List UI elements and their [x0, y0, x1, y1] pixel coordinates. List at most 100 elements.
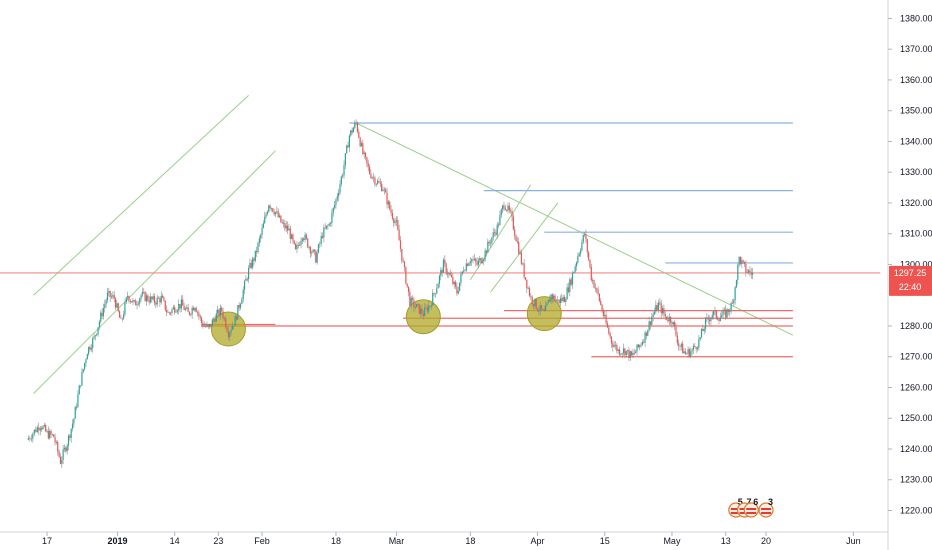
candle-body	[562, 296, 564, 301]
candle-body	[454, 281, 457, 287]
candle-body	[342, 175, 344, 177]
candle-body	[639, 345, 641, 348]
candle-body	[293, 240, 295, 244]
trendline-4[interactable]	[490, 202, 559, 293]
candle-body	[148, 300, 150, 303]
candle-body	[248, 268, 250, 280]
candle-body	[29, 438, 31, 439]
candle-body	[432, 293, 434, 306]
x-tick-label: Mar	[389, 536, 405, 546]
candle-body	[371, 177, 373, 179]
candle-body	[493, 232, 496, 234]
candle-body	[511, 211, 513, 217]
candle-body	[43, 425, 45, 427]
candle-body	[608, 327, 610, 334]
trendline-1[interactable]	[33, 150, 276, 394]
candle-body	[445, 263, 447, 273]
candle-body	[633, 352, 635, 354]
candle-body	[319, 243, 321, 245]
candle-body	[605, 314, 607, 324]
candle-body	[561, 298, 563, 301]
candle-body	[359, 137, 361, 147]
candle-body	[67, 435, 70, 446]
candle-body	[683, 351, 685, 354]
trendline-2[interactable]	[355, 122, 794, 336]
candle-body	[157, 297, 160, 299]
candle-body	[719, 317, 721, 321]
candle-body	[297, 245, 299, 246]
candle-body	[475, 258, 477, 262]
candle-body	[206, 325, 208, 327]
candle-body	[652, 314, 654, 317]
candle-body	[214, 319, 216, 322]
candle-body	[288, 228, 290, 231]
candle-body	[327, 225, 329, 227]
trendline-0[interactable]	[33, 94, 249, 296]
y-tick-label: 1280.00	[900, 321, 932, 331]
candle-body	[282, 222, 285, 224]
y-tick-label: 1260.00	[900, 382, 932, 392]
candle-body	[118, 311, 121, 318]
candle-body	[366, 157, 368, 164]
candle-body	[389, 201, 391, 210]
candle-body	[559, 298, 562, 304]
candle-body	[424, 307, 426, 317]
candle-body	[472, 259, 474, 261]
candle-body	[692, 345, 695, 350]
candle-body	[351, 130, 353, 133]
candle-body	[332, 207, 334, 213]
candle-body	[58, 451, 60, 457]
candle-body	[200, 317, 203, 324]
candle-body	[65, 447, 67, 452]
candle-body	[182, 299, 184, 306]
candle-body	[84, 362, 86, 370]
candle-body	[66, 445, 68, 452]
candle-body	[567, 287, 570, 292]
candle-body	[631, 351, 633, 356]
candle-body	[440, 270, 442, 276]
candle-body	[504, 207, 506, 210]
candle-body	[479, 258, 481, 261]
candle-body	[164, 300, 166, 311]
candle-body	[725, 309, 727, 318]
trendline-3[interactable]	[469, 184, 532, 281]
candle-body	[339, 184, 341, 193]
candle-body	[315, 251, 317, 263]
candle-body	[406, 283, 408, 287]
candle-body	[316, 252, 318, 263]
candle-body	[39, 428, 41, 431]
candle-body	[530, 295, 532, 297]
candle-body	[303, 238, 305, 240]
candle-body	[531, 296, 533, 304]
candle-body	[547, 299, 549, 303]
candle-body	[194, 307, 196, 311]
candle-body	[30, 438, 32, 440]
candle-body	[199, 315, 201, 318]
candle-body	[355, 122, 357, 124]
candle-body	[594, 287, 596, 289]
candle-body	[575, 262, 578, 267]
candle-body	[367, 163, 369, 167]
candle-body	[710, 317, 712, 322]
candle-body	[80, 385, 82, 387]
candle-body	[156, 297, 158, 305]
candle-body	[448, 273, 450, 275]
candle-body	[622, 348, 625, 354]
candle-body	[610, 336, 613, 344]
candle-body	[33, 429, 35, 434]
candle-body	[742, 260, 744, 262]
candle-body	[362, 143, 364, 154]
candle-body	[722, 310, 724, 316]
candle-body	[280, 215, 282, 223]
candle-body	[397, 220, 399, 230]
bar-countdown-label: 22:40	[899, 282, 922, 292]
candle-body	[395, 220, 398, 222]
candle-body	[286, 225, 289, 231]
candle-body	[186, 307, 188, 309]
candle-body	[92, 338, 94, 349]
y-tick-label: 1380.00	[900, 13, 932, 23]
candle-body	[317, 244, 320, 253]
candle-body	[570, 279, 572, 285]
